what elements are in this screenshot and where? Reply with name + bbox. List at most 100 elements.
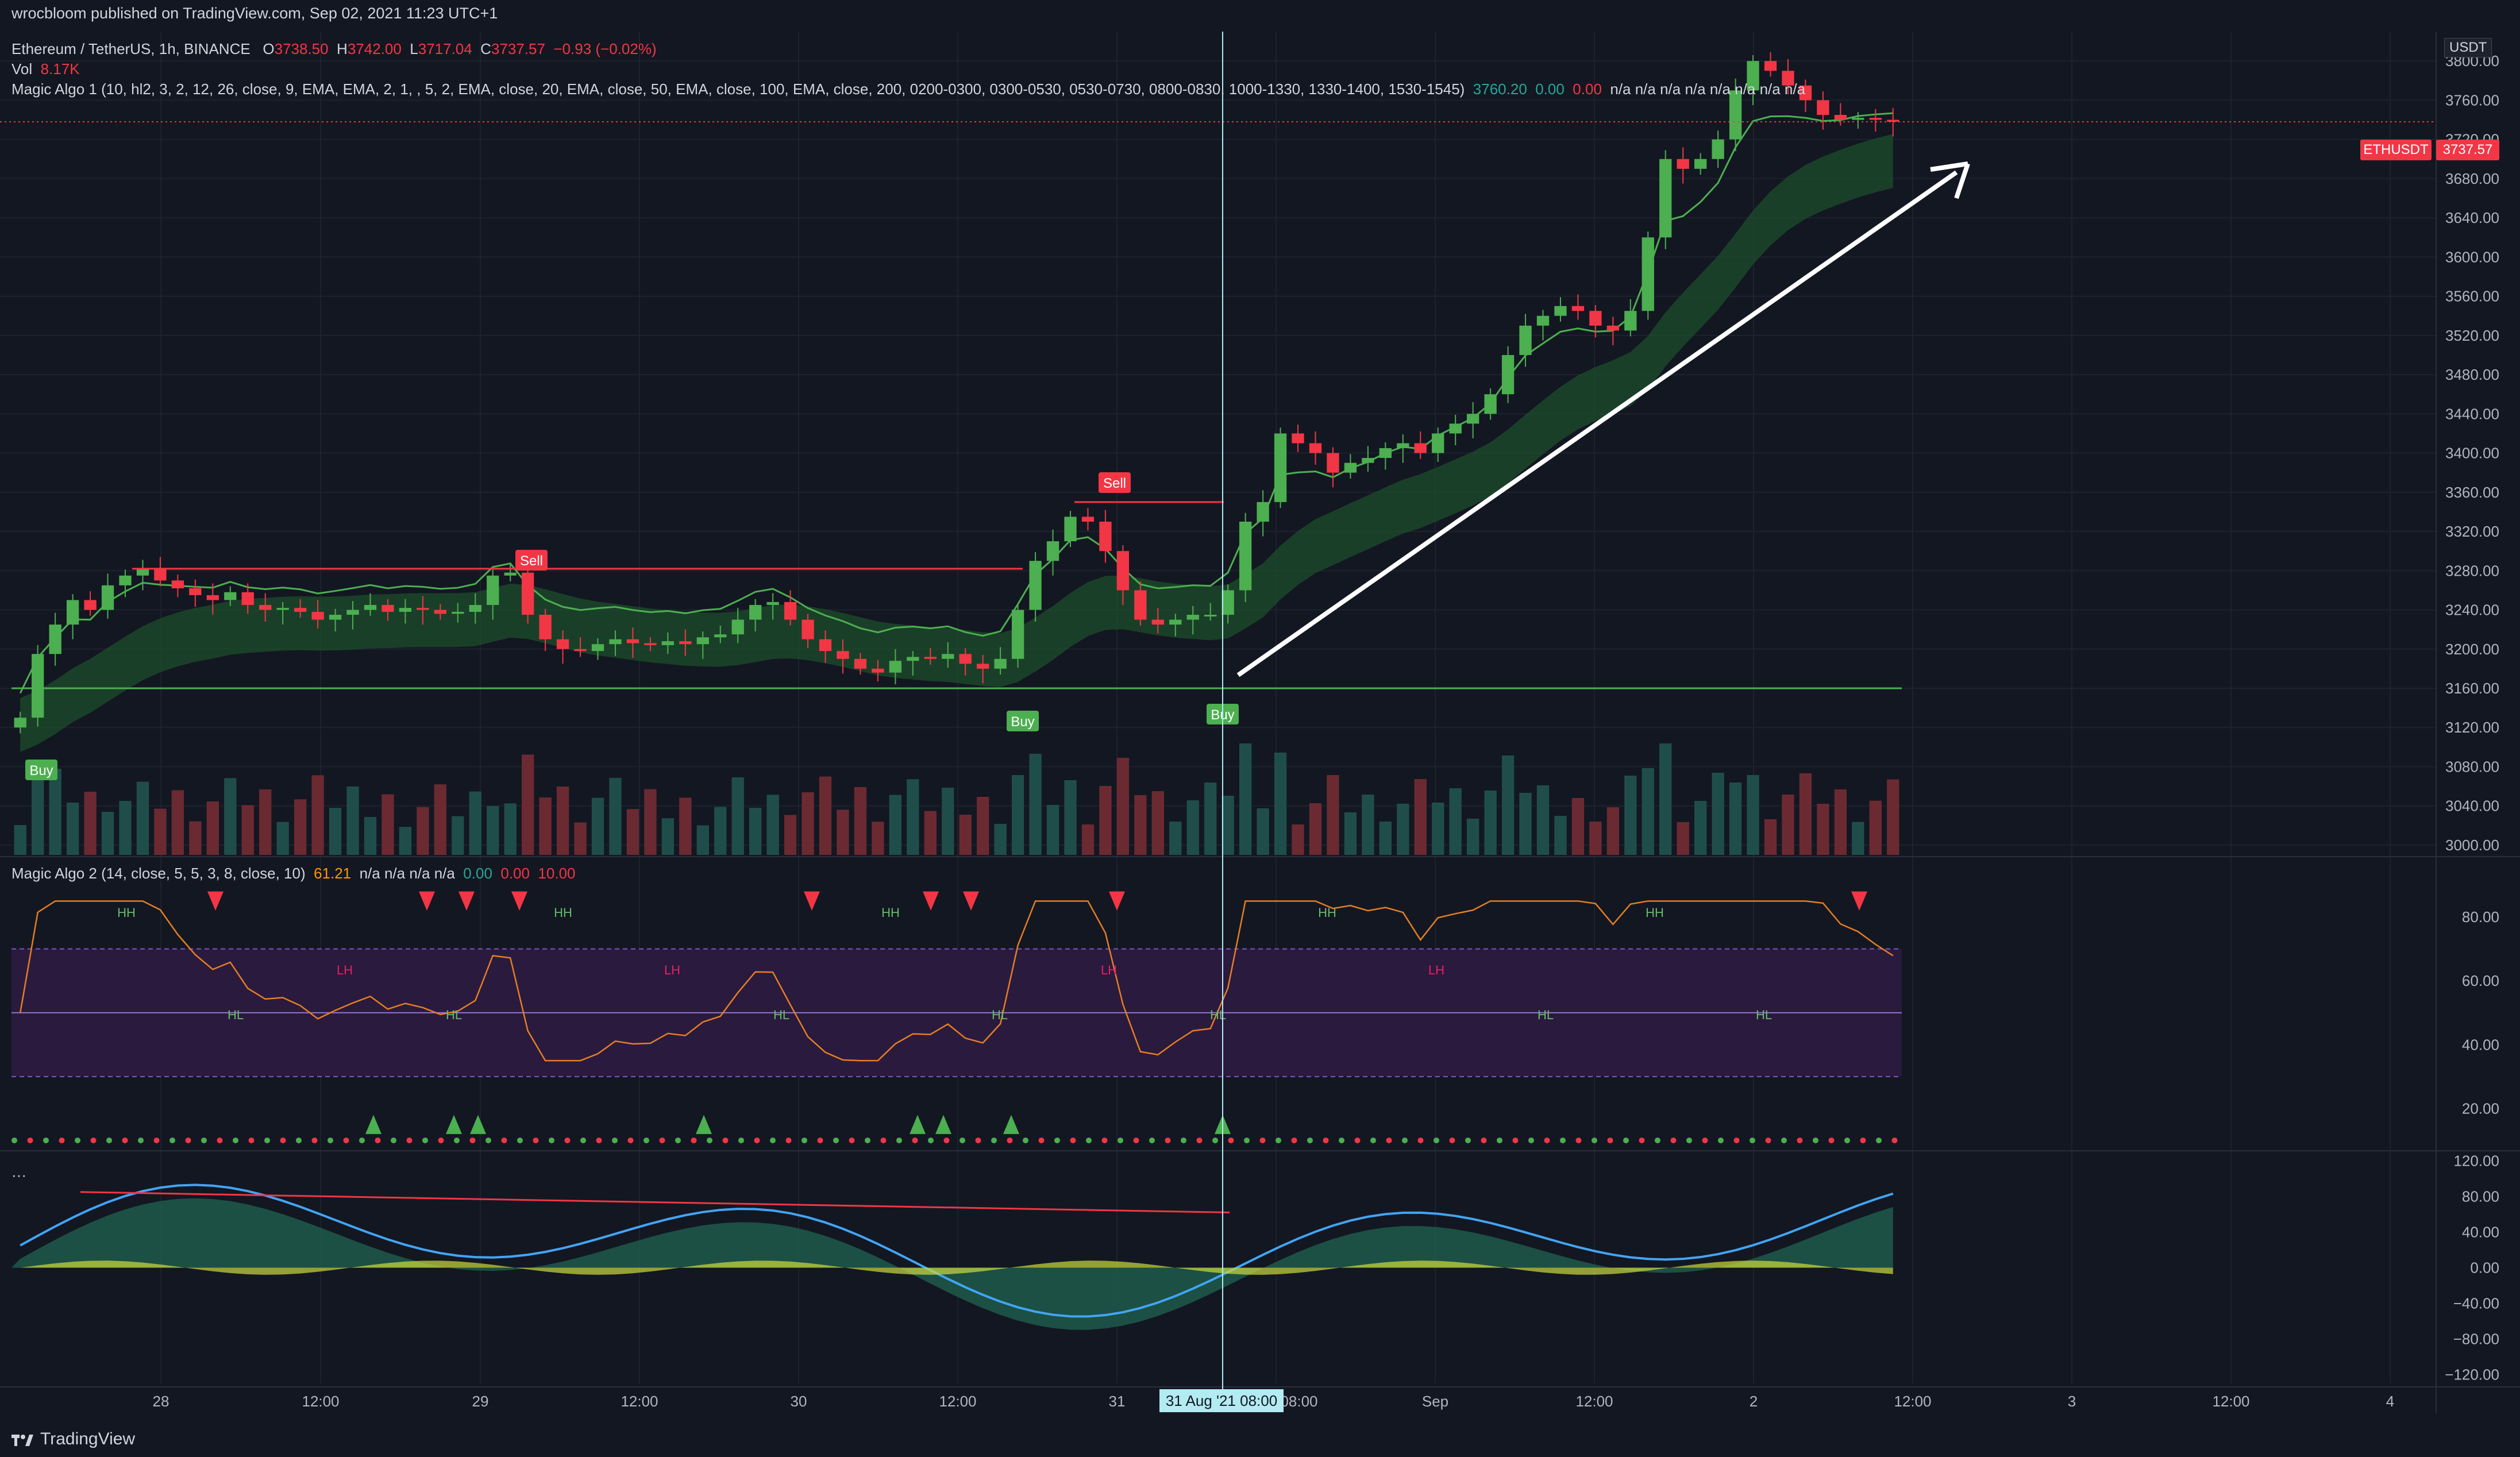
legend-h-label: H — [337, 40, 348, 57]
oscillator-dot — [106, 1137, 112, 1143]
price-tick-label: 3600.00 — [2445, 248, 2499, 265]
oscillator-swing-label: LH — [664, 963, 680, 977]
legend-l-value: 3717.04 — [418, 40, 472, 57]
time-tick-label: 31 — [1109, 1393, 1126, 1410]
candle — [1834, 115, 1847, 120]
legend-o-value: 3738.50 — [274, 40, 329, 57]
wave-tick-label: −120.00 — [2445, 1366, 2499, 1383]
oscillator-swing-label: LH — [1101, 963, 1117, 977]
legend-algo1-v2: 0.00 — [1535, 80, 1565, 98]
candle — [626, 639, 639, 643]
brand-footer[interactable]: TradingView — [11, 1429, 135, 1449]
candle — [224, 592, 237, 600]
candle — [802, 619, 814, 639]
candle — [1046, 541, 1059, 561]
volume-bar — [452, 816, 464, 855]
volume-bar — [556, 787, 569, 855]
legend-algo2[interactable]: Magic Algo 2 (14, close, 5, 5, 3, 8, clo… — [11, 865, 306, 882]
candle — [14, 718, 26, 728]
volume-bar — [49, 769, 61, 855]
volume-bar — [417, 807, 429, 855]
volume-bar — [32, 766, 44, 855]
volume-bar — [819, 776, 832, 855]
candle — [364, 604, 377, 610]
candle — [1887, 120, 1899, 122]
candle — [1659, 159, 1672, 238]
volume-bar — [907, 779, 919, 855]
volume-bar — [487, 806, 499, 855]
volume-bar — [1362, 795, 1374, 855]
oscillator-dot — [375, 1137, 381, 1143]
candle — [766, 602, 779, 605]
legend-vol-label[interactable]: Vol — [11, 60, 33, 78]
volume-bar — [1747, 775, 1759, 855]
legend-c-label: C — [480, 40, 491, 57]
legend-algo2-row: Magic Algo 2 (14, close, 5, 5, 3, 8, clo… — [11, 865, 576, 882]
legend-algo2-na: n/a n/a n/a n/a — [359, 865, 455, 882]
legend-vol-value: 8.17K — [40, 60, 80, 78]
oscillator-dot — [896, 1137, 902, 1143]
price-tick-label: 3080.00 — [2445, 758, 2499, 775]
legend-algo1[interactable]: Magic Algo 1 (10, hl2, 3, 2, 12, 26, clo… — [11, 80, 1465, 98]
candle — [434, 610, 447, 614]
volume-bar — [539, 797, 552, 855]
oscillator-dot — [138, 1137, 144, 1143]
oscillator-swing-label: HH — [1318, 905, 1336, 920]
volume-bar — [1116, 758, 1130, 855]
volume-bar — [1204, 783, 1217, 855]
volume-bar — [1677, 822, 1689, 855]
volume-bar — [1799, 773, 1812, 855]
legend-symbol[interactable]: Ethereum / TetherUS, 1h, BINANCE — [11, 40, 251, 57]
oscillator-dot — [1291, 1137, 1297, 1143]
oscillator-dot — [596, 1137, 602, 1143]
legend-algo2-v4: 10.00 — [538, 865, 576, 882]
signal-badge — [1099, 472, 1131, 493]
ema-cloud — [19, 112, 1893, 752]
oscillator-dot — [1828, 1137, 1835, 1143]
oscillator-dot — [1101, 1137, 1108, 1143]
volume-bar — [1169, 822, 1182, 855]
price-tick-label: 3760.00 — [2445, 91, 2499, 109]
oscillator-dot — [454, 1137, 460, 1143]
candle — [1712, 139, 1724, 159]
signal-badge — [25, 760, 57, 780]
oscillator-dot — [1228, 1137, 1234, 1143]
volume-bar — [609, 778, 622, 855]
currency-label[interactable]: USDT — [2444, 38, 2492, 57]
volume-bar — [766, 795, 779, 855]
candle — [1799, 85, 1812, 101]
oscillator-dot — [1244, 1137, 1250, 1143]
oscillator-dot — [754, 1137, 760, 1143]
oscillator-dot — [1702, 1137, 1708, 1143]
legend-algo1-row: Magic Algo 1 (10, hl2, 3, 2, 12, 26, clo… — [11, 80, 1805, 98]
volume-bar — [1029, 754, 1042, 855]
ema-cloud-band — [20, 134, 1893, 752]
oscillator-dot — [1575, 1137, 1582, 1143]
volume-bar — [1624, 776, 1637, 855]
oscillator-dot — [280, 1137, 286, 1143]
legend-more-button[interactable]: ··· — [11, 1166, 26, 1184]
volume-bar — [626, 809, 639, 855]
candle — [872, 668, 884, 673]
candle — [276, 608, 289, 610]
oscillator-dot — [311, 1137, 318, 1143]
price-tick-label: 3040.00 — [2445, 797, 2499, 815]
legend-algo2-v3: 0.00 — [500, 865, 530, 882]
volume-bar — [206, 801, 219, 855]
oscillator-dot — [1592, 1137, 1597, 1143]
time-tick-label: 12:00 — [1575, 1393, 1613, 1410]
oscillator-dot — [1655, 1137, 1660, 1143]
volume-bar — [276, 822, 289, 855]
oscillator-dot — [1733, 1137, 1740, 1143]
oscillator-dot — [469, 1137, 476, 1143]
candle — [1484, 394, 1497, 414]
oscillator-dot — [1259, 1137, 1266, 1143]
volume-bar — [1449, 788, 1462, 855]
oscillator-tick-label: 40.00 — [2462, 1036, 2499, 1053]
oscillator-dot — [1149, 1137, 1155, 1143]
oscillator-dot — [153, 1137, 160, 1143]
legend-algo2-v2: 0.00 — [463, 865, 492, 882]
volume-bar — [521, 754, 534, 855]
candle — [959, 654, 972, 664]
